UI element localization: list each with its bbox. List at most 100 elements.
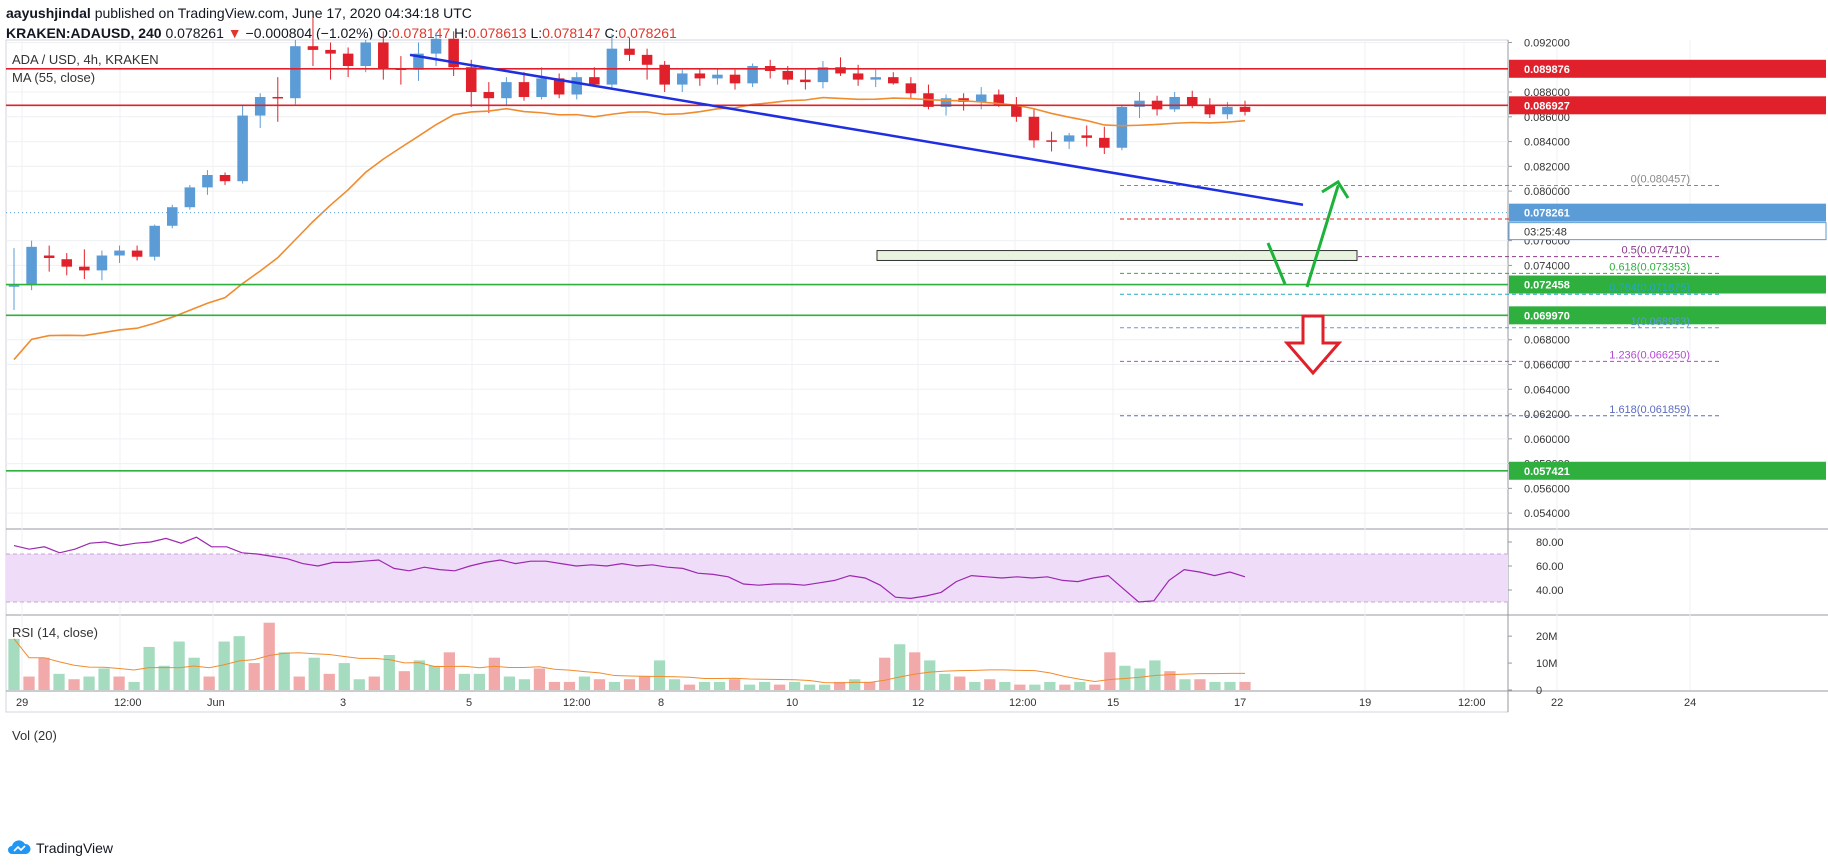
candle — [747, 63, 758, 88]
volume-bar — [1134, 668, 1146, 690]
volume-bar — [188, 657, 200, 690]
candle-body — [1116, 106, 1128, 148]
volume-bar — [638, 676, 651, 690]
candle-body — [61, 259, 73, 267]
candle-body — [553, 78, 565, 95]
countdown-label: 03:25:48 — [1524, 227, 1567, 239]
volume-bar — [8, 638, 20, 690]
volume-bar — [173, 641, 185, 690]
volume-bar — [308, 657, 320, 690]
candle — [184, 184, 196, 210]
volume-bar — [713, 681, 726, 690]
candle — [114, 245, 125, 263]
candle-body — [149, 225, 160, 257]
volume-bar — [593, 679, 606, 690]
time-tick-label: 19 — [1359, 697, 1371, 709]
trendline — [409, 53, 1304, 206]
countdown-tag — [1508, 222, 1827, 241]
volume-tick-label: 20M — [1536, 631, 1557, 643]
candle-body — [589, 77, 600, 85]
rsi-band — [6, 554, 1508, 602]
volume-bar — [113, 676, 125, 690]
volume-bar — [293, 676, 305, 690]
volume-bar — [473, 673, 486, 690]
candle — [342, 47, 354, 78]
candle-body — [184, 187, 196, 208]
ma-line — [13, 96, 1246, 361]
volume-legend: Vol (20) — [12, 728, 57, 743]
symbol-label[interactable]: KRAKEN:ADAUSD, 240 — [6, 25, 162, 41]
level-price-tag — [1509, 275, 1826, 294]
volume-bar — [668, 679, 681, 690]
volume-bar — [1194, 679, 1206, 690]
candle — [237, 104, 248, 184]
time-tick-label: 8 — [658, 697, 664, 709]
candle-body — [870, 77, 881, 80]
author-name[interactable]: aayushjindal — [6, 5, 91, 21]
volume-bar — [623, 679, 636, 690]
candle-body — [272, 96, 284, 99]
volume-tick-label: 10M — [1536, 658, 1557, 670]
volume-bar — [1164, 671, 1176, 690]
time-tick-label: 12:00 — [563, 697, 591, 709]
candle — [606, 33, 618, 89]
candle-body — [676, 73, 688, 85]
volume-bar — [248, 663, 260, 690]
chart-frame — [5, 39, 1509, 713]
volume-bar — [1104, 652, 1116, 690]
candle — [817, 61, 829, 89]
candle-body — [659, 64, 670, 85]
candle-body — [1204, 105, 1216, 115]
candle-body — [325, 49, 336, 54]
candle-body — [536, 78, 547, 97]
candle — [712, 68, 723, 85]
volume-bar — [1014, 684, 1026, 690]
candle-body — [114, 250, 125, 256]
price-change: −0.000804 (−1.02%) — [245, 25, 374, 41]
fib-level-label: 1(0.068963) — [1631, 316, 1690, 328]
candle — [1063, 132, 1075, 149]
volume-bar — [338, 663, 350, 690]
candle-body — [993, 94, 1005, 105]
candle-body — [430, 38, 442, 54]
volume-bar — [218, 641, 230, 690]
candle — [641, 48, 653, 80]
candle-body — [518, 82, 530, 97]
time-tick-label: 17 — [1234, 697, 1246, 709]
footer-branding[interactable]: TradingView — [6, 840, 113, 856]
close-label: C: — [604, 25, 619, 41]
candle-body — [712, 74, 723, 79]
candle-body — [800, 79, 811, 83]
time-tick-label: 5 — [466, 697, 472, 709]
candle — [888, 72, 899, 85]
fib-level-label: 0(0.080457) — [1631, 173, 1690, 185]
fib-level-label: 1.618(0.061859) — [1609, 404, 1690, 416]
volume-tick-label: 0 — [1536, 685, 1542, 697]
last-price-label: 0.078261 — [1524, 208, 1570, 220]
candle — [149, 224, 160, 261]
candle — [571, 72, 583, 100]
candle-body — [905, 83, 917, 94]
volume-bar — [608, 681, 621, 690]
candle-body — [975, 94, 987, 102]
volume-bar — [1209, 681, 1221, 690]
high-label: H: — [454, 25, 469, 41]
price-tick-label: 0.074000 — [1524, 260, 1570, 272]
volume-bar — [834, 681, 846, 690]
green-breakout-arrow — [1305, 185, 1340, 288]
volume-bar — [98, 668, 110, 690]
candle-body — [43, 255, 55, 258]
candle — [483, 82, 495, 114]
candle — [26, 240, 37, 291]
level-price-tag — [1509, 59, 1826, 78]
volume-bar — [728, 679, 741, 690]
price-tick-label: 0.056000 — [1524, 483, 1570, 495]
candle — [43, 245, 55, 272]
candle — [870, 69, 881, 88]
level-price-tag — [1509, 461, 1826, 480]
volume-bar — [233, 636, 245, 690]
candle-body — [852, 73, 864, 80]
candle-body — [1239, 106, 1251, 112]
volume-bar — [488, 657, 501, 690]
